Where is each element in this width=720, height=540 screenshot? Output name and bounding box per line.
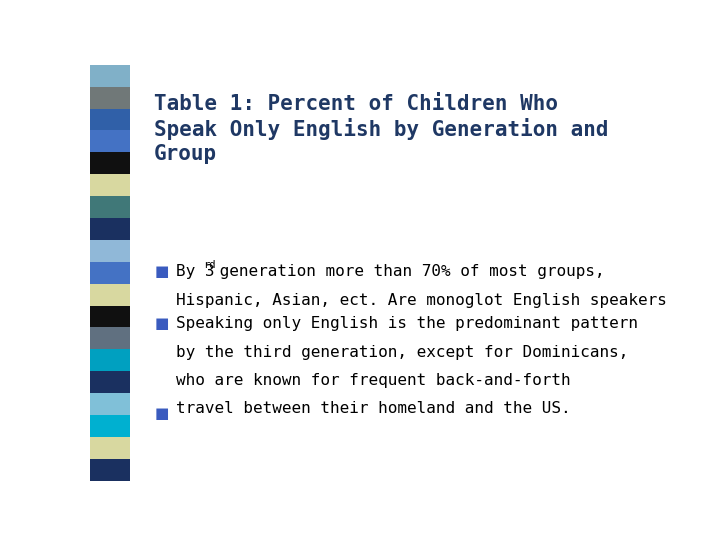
Text: generation more than 70% of most groups,: generation more than 70% of most groups, [210,265,605,279]
Text: Hispanic, Asian, ect. Are monoglot English speakers: Hispanic, Asian, ect. Are monoglot Engli… [176,293,667,308]
Bar [90,174,130,196]
Bar [90,327,130,349]
Bar [90,109,130,131]
Bar [90,284,130,306]
Text: ■: ■ [154,316,168,332]
Bar [90,371,130,393]
Text: ■: ■ [154,406,168,421]
Bar [90,131,130,152]
Bar [90,196,130,218]
Bar [90,240,130,262]
Bar [90,152,130,174]
Bar [90,306,130,327]
Bar [90,218,130,240]
Text: ■: ■ [154,265,168,279]
Bar [90,65,130,87]
Text: Table 1: Percent of Children Who
Speak Only English by Generation and
Group: Table 1: Percent of Children Who Speak O… [154,94,608,164]
Bar [90,393,130,415]
Text: rd: rd [203,260,216,270]
Bar [90,349,130,371]
Text: By 3: By 3 [176,265,215,279]
Text: Speaking only English is the predominant pattern: Speaking only English is the predominant… [176,316,639,332]
Bar [90,415,130,437]
Bar [90,87,130,109]
Bar [90,437,130,458]
Bar [90,262,130,284]
Text: travel between their homeland and the US.: travel between their homeland and the US… [176,401,571,416]
Bar [90,458,130,481]
Text: who are known for frequent back-and-forth: who are known for frequent back-and-fort… [176,373,571,388]
Text: by the third generation, except for Dominicans,: by the third generation, except for Domi… [176,345,629,360]
